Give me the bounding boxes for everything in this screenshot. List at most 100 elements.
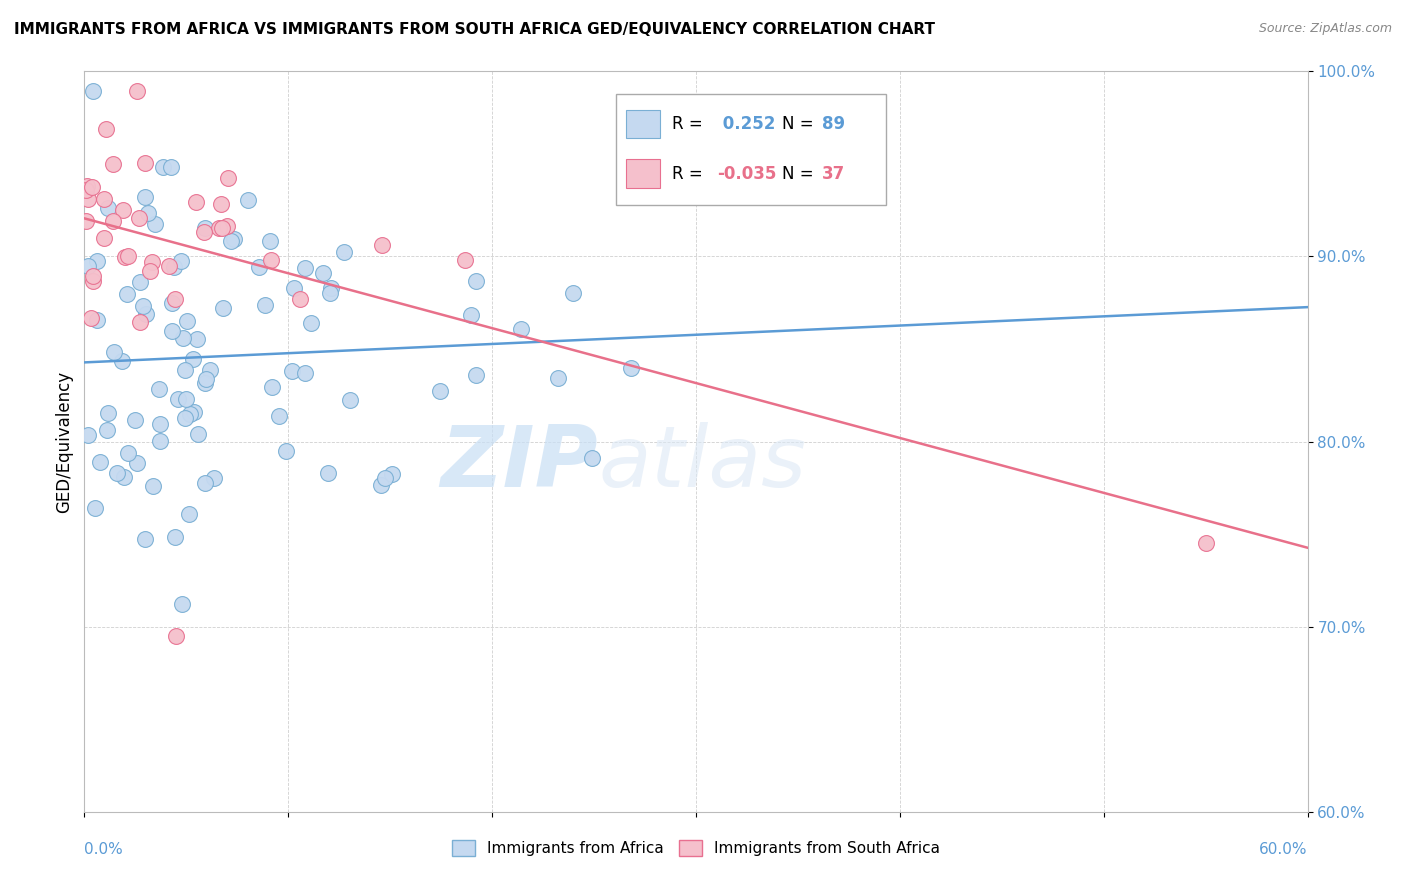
Point xyxy=(131,300,153,314)
Point xyxy=(117,249,139,263)
Point xyxy=(465,275,488,289)
Point xyxy=(460,308,482,322)
Point xyxy=(76,179,98,194)
Point xyxy=(202,471,225,485)
Text: N =: N = xyxy=(782,115,813,133)
Point xyxy=(82,269,104,284)
Point xyxy=(96,121,118,136)
Point xyxy=(170,253,193,268)
Point xyxy=(160,324,183,338)
Point xyxy=(93,231,115,245)
Point xyxy=(134,532,156,546)
Point xyxy=(186,194,208,209)
Point xyxy=(93,192,115,206)
Point xyxy=(111,202,134,217)
Point xyxy=(127,84,149,98)
Text: 0.0%: 0.0% xyxy=(84,842,124,857)
Point xyxy=(84,500,107,515)
Text: R =: R = xyxy=(672,164,702,183)
Point xyxy=(152,160,174,174)
Point xyxy=(620,361,643,376)
Point xyxy=(172,597,194,611)
Legend: Immigrants from Africa, Immigrants from South Africa: Immigrants from Africa, Immigrants from … xyxy=(451,840,941,856)
Point xyxy=(135,307,157,321)
Text: N =: N = xyxy=(782,164,813,183)
Point xyxy=(105,467,128,481)
Point xyxy=(111,354,134,368)
Text: 37: 37 xyxy=(823,164,845,183)
Point xyxy=(219,235,242,249)
Point xyxy=(581,451,603,466)
Point xyxy=(103,344,125,359)
Point xyxy=(160,160,183,174)
Point xyxy=(454,253,477,268)
Point xyxy=(200,363,222,377)
Point xyxy=(75,184,97,198)
Text: 60.0%: 60.0% xyxy=(1260,842,1308,857)
Point xyxy=(176,314,198,328)
Point xyxy=(97,406,120,420)
Point xyxy=(163,260,186,274)
Point xyxy=(77,428,100,442)
Point xyxy=(75,214,97,228)
Point xyxy=(160,295,183,310)
Point xyxy=(89,455,111,469)
Text: 89: 89 xyxy=(823,115,845,133)
Point xyxy=(247,260,270,274)
Point xyxy=(77,259,100,273)
Point xyxy=(696,169,718,184)
Point xyxy=(283,281,305,295)
Point xyxy=(238,193,260,207)
Point xyxy=(172,331,194,345)
Point xyxy=(374,470,396,484)
Point xyxy=(114,251,136,265)
Point xyxy=(167,392,190,406)
Point xyxy=(208,221,231,235)
Point xyxy=(215,219,238,233)
Point xyxy=(97,202,120,216)
Point xyxy=(82,274,104,288)
Point xyxy=(288,292,311,306)
Point xyxy=(134,155,156,169)
Point xyxy=(274,443,297,458)
Point xyxy=(312,266,335,280)
Point xyxy=(333,244,356,259)
Point xyxy=(148,382,170,396)
Point xyxy=(187,427,209,442)
Point xyxy=(142,479,165,493)
Point xyxy=(267,409,290,423)
Text: atlas: atlas xyxy=(598,422,806,505)
Point xyxy=(136,206,159,220)
Point xyxy=(149,417,172,432)
FancyBboxPatch shape xyxy=(626,110,661,138)
Point xyxy=(294,260,316,275)
Point xyxy=(209,197,232,211)
Point xyxy=(112,470,135,484)
Point xyxy=(101,157,124,171)
Point xyxy=(141,254,163,268)
FancyBboxPatch shape xyxy=(616,94,886,204)
Point xyxy=(381,467,404,481)
Point xyxy=(211,220,233,235)
Point xyxy=(222,232,245,246)
Point xyxy=(194,475,217,490)
Point xyxy=(562,286,585,301)
Point xyxy=(128,211,150,226)
Point xyxy=(149,434,172,449)
Text: -0.035: -0.035 xyxy=(717,164,776,183)
Point xyxy=(194,220,217,235)
Text: Source: ZipAtlas.com: Source: ZipAtlas.com xyxy=(1258,22,1392,36)
Point xyxy=(134,190,156,204)
Point xyxy=(294,366,316,380)
Point xyxy=(183,405,205,419)
Y-axis label: GED/Equivalency: GED/Equivalency xyxy=(55,370,73,513)
Point xyxy=(194,376,217,390)
Point xyxy=(194,372,217,386)
FancyBboxPatch shape xyxy=(626,160,661,187)
Point xyxy=(371,237,394,252)
Point xyxy=(115,286,138,301)
Point xyxy=(177,507,200,521)
Point xyxy=(217,171,239,186)
Point xyxy=(299,316,322,330)
Point xyxy=(129,315,152,329)
